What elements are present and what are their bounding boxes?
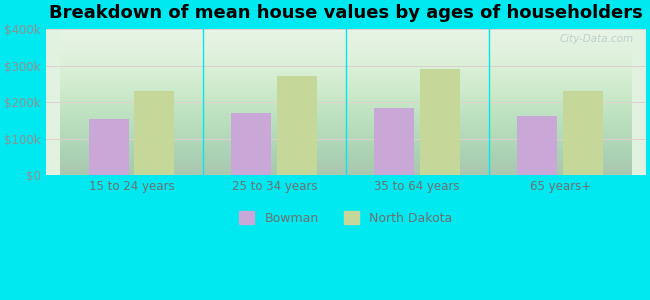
Bar (277, 76, 317, 175)
Bar (135, 91, 174, 175)
Bar (374, 108, 414, 175)
Bar (231, 113, 272, 175)
Title: Breakdown of mean house values by ages of householders: Breakdown of mean house values by ages o… (49, 4, 643, 22)
Text: City-Data.com: City-Data.com (560, 34, 634, 44)
Legend: Bowman, North Dakota: Bowman, North Dakota (235, 206, 457, 230)
Bar (563, 91, 603, 175)
Bar (88, 118, 129, 175)
Bar (517, 116, 557, 175)
Bar (420, 69, 460, 175)
